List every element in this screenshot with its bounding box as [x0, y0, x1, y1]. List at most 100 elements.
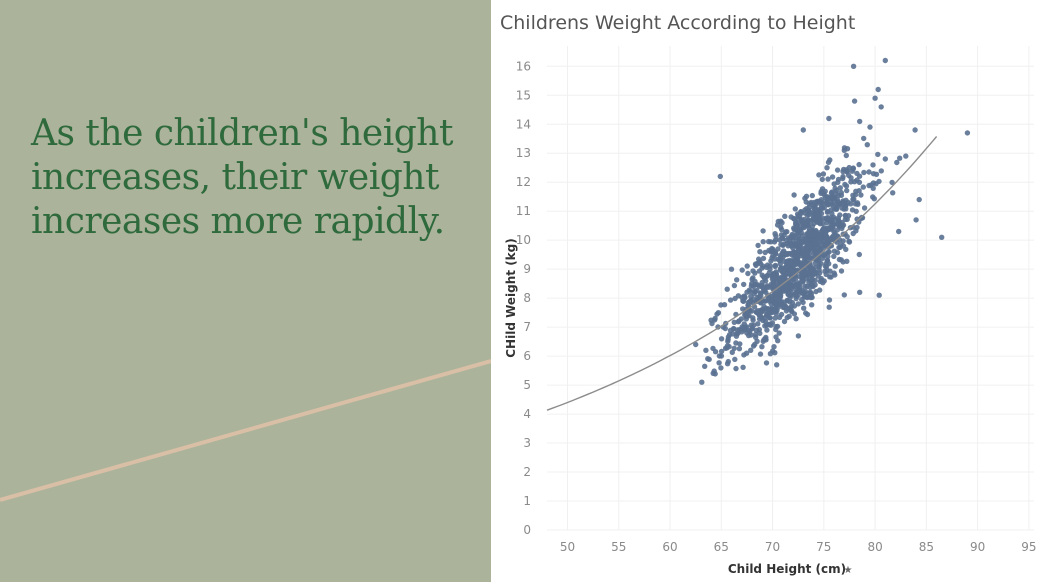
- data-point: [742, 310, 749, 317]
- data-point: [773, 233, 779, 239]
- data-point: [774, 362, 780, 368]
- data-point: [868, 182, 874, 188]
- data-point: [781, 318, 788, 325]
- data-point: [779, 275, 786, 281]
- y-tick-label: 1: [523, 494, 531, 508]
- x-tick-label: 90: [970, 540, 985, 554]
- data-point: [801, 305, 807, 311]
- data-point: [784, 298, 790, 304]
- data-point: [866, 169, 872, 175]
- data-point: [759, 265, 765, 271]
- data-point: [717, 173, 723, 180]
- data-point: [834, 227, 841, 233]
- data-point: [718, 365, 724, 371]
- headline: As the children's height increases, thei…: [31, 113, 453, 242]
- data-point: [816, 262, 822, 269]
- data-point: [890, 190, 896, 196]
- data-point: [765, 306, 771, 312]
- data-point: [753, 334, 759, 340]
- data-point: [831, 253, 837, 260]
- data-point: [878, 104, 884, 110]
- data-point: [806, 201, 812, 207]
- data-point: [799, 219, 806, 225]
- data-point: [742, 294, 748, 300]
- data-point: [715, 310, 722, 316]
- data-point: [808, 294, 814, 301]
- data-point: [776, 330, 782, 336]
- data-point: [813, 288, 819, 295]
- data-point: [712, 349, 719, 355]
- data-point: [787, 260, 793, 266]
- data-point: [744, 263, 750, 269]
- data-point: [705, 356, 711, 362]
- data-point: [810, 237, 816, 243]
- data-point: [833, 187, 840, 194]
- data-point: [809, 246, 816, 252]
- data-point: [916, 196, 922, 203]
- data-point: [771, 344, 777, 350]
- data-point: [747, 288, 753, 295]
- y-tick-label: 11: [516, 204, 531, 218]
- data-point: [809, 192, 815, 199]
- data-point: [771, 275, 778, 281]
- data-point: [829, 226, 835, 232]
- data-point: [812, 202, 819, 208]
- y-tick-label: 8: [523, 291, 531, 305]
- data-point: [819, 176, 825, 183]
- accent-line: [0, 359, 491, 502]
- data-point: [823, 263, 830, 270]
- data-point: [716, 360, 722, 366]
- data-point: [813, 206, 819, 212]
- data-point: [741, 281, 747, 288]
- data-point: [882, 57, 888, 64]
- data-point: [724, 361, 731, 367]
- data-point: [763, 360, 770, 366]
- data-point: [840, 222, 847, 228]
- data-point: [783, 237, 790, 243]
- data-point: [903, 153, 909, 159]
- data-point: [812, 231, 818, 237]
- data-point: [778, 232, 785, 238]
- data-point: [748, 283, 755, 289]
- data-point: [838, 189, 844, 196]
- data-point: [834, 201, 840, 207]
- data-point: [795, 248, 802, 254]
- data-point: [854, 200, 861, 206]
- data-point: [733, 365, 739, 372]
- data-point: [896, 228, 902, 235]
- data-point: [769, 255, 775, 261]
- data-point: [764, 262, 771, 268]
- x-tick-label: 50: [560, 540, 575, 554]
- data-point: [838, 257, 844, 263]
- data-point: [878, 168, 884, 174]
- data-point: [964, 130, 971, 136]
- data-point: [860, 184, 866, 190]
- data-point: [775, 338, 781, 344]
- data-point: [768, 322, 774, 328]
- data-point: [856, 161, 862, 168]
- data-point: [762, 336, 769, 342]
- decorative-line: [0, 359, 491, 502]
- x-tick-label: 80: [867, 540, 882, 554]
- data-point: [757, 351, 764, 357]
- data-point: [825, 253, 831, 260]
- data-point: [748, 332, 754, 338]
- data-point: [798, 226, 805, 232]
- data-point: [753, 262, 759, 269]
- data-point: [875, 151, 881, 158]
- data-point: [712, 315, 718, 322]
- data-point: [835, 179, 841, 185]
- data-point: [768, 239, 774, 245]
- data-point: [791, 279, 797, 285]
- data-point: [836, 218, 842, 224]
- data-point: [772, 250, 779, 257]
- data-point: [729, 349, 735, 355]
- data-point: [791, 216, 797, 222]
- data-point: [727, 327, 734, 334]
- data-point: [752, 278, 758, 285]
- data-point: [845, 213, 852, 219]
- data-point: [819, 186, 826, 192]
- data-point: [840, 198, 846, 204]
- data-point: [736, 346, 743, 352]
- data-point: [795, 333, 802, 339]
